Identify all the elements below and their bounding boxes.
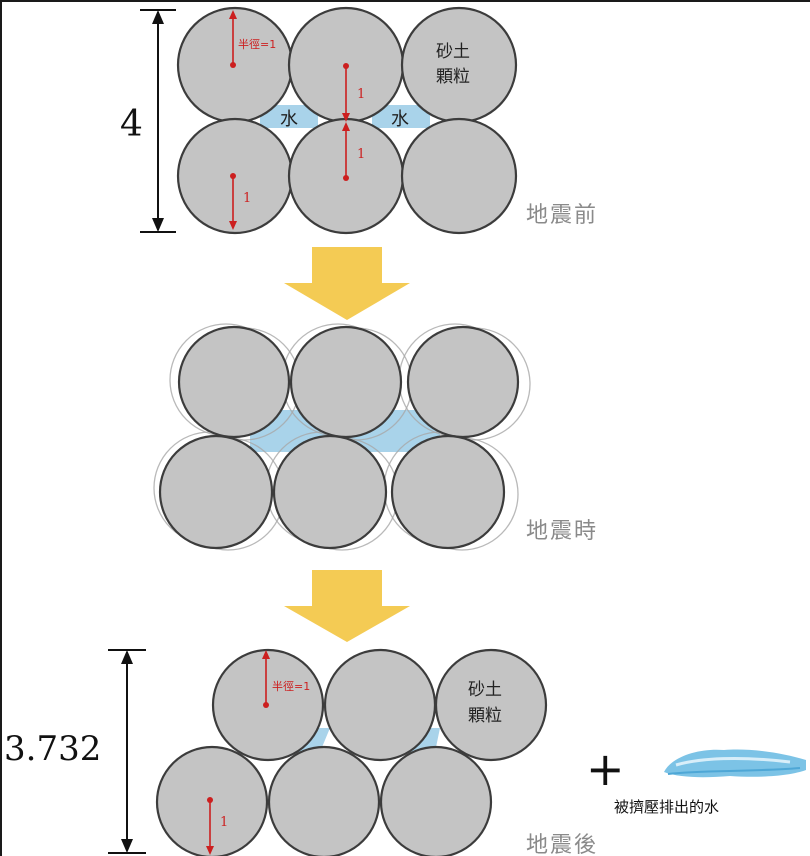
grain-row-bottom bbox=[158, 434, 506, 550]
unit-arrowhead bbox=[229, 221, 237, 230]
stage-label-before: 地震前 bbox=[526, 203, 598, 228]
pore-water-right bbox=[372, 105, 430, 128]
water-label-right: 水 bbox=[391, 109, 409, 130]
during-panel: 地震時 bbox=[153, 323, 598, 551]
grain-center-dot bbox=[230, 62, 236, 68]
radius-label: 半徑=1 bbox=[272, 679, 310, 693]
sand-grain bbox=[406, 325, 520, 439]
unit-arrowhead bbox=[342, 113, 350, 122]
sand-grain bbox=[272, 434, 388, 550]
grain-label-line1: 砂土 bbox=[436, 42, 470, 62]
dimension-arrowhead-up bbox=[121, 650, 133, 664]
pore-water-left bbox=[255, 105, 320, 128]
grain-label-line2: 顆粒 bbox=[468, 706, 502, 726]
grain-center-dot bbox=[207, 797, 213, 803]
grain-row-top bbox=[177, 325, 520, 439]
down-arrow bbox=[284, 570, 410, 642]
height-value: 3.732 bbox=[4, 729, 101, 769]
height-dimension: 4 bbox=[120, 9, 176, 233]
sand-grain bbox=[267, 745, 381, 856]
sand-grain bbox=[158, 434, 274, 550]
dimension-arrowhead-down bbox=[121, 839, 133, 853]
plus-sign: + bbox=[586, 742, 625, 796]
sand-grain bbox=[289, 325, 403, 439]
unit-arrowhead bbox=[342, 122, 350, 131]
drained-water-icon bbox=[664, 749, 806, 778]
radius-annotations: 半徑=1 1 bbox=[206, 650, 310, 855]
sand-grain bbox=[379, 745, 493, 856]
grain-center-dot bbox=[263, 702, 269, 708]
sand-grain bbox=[390, 434, 506, 550]
radius-arrowhead bbox=[229, 10, 237, 19]
before-panel: 4 半徑=1 1 1 1 水 水 砂土 顆粒 地震前 bbox=[120, 6, 598, 235]
radius-annotations: 半徑=1 1 1 1 bbox=[229, 10, 365, 230]
sand-grain bbox=[323, 648, 437, 762]
sand-grain bbox=[400, 117, 518, 235]
dimension-arrowhead-up bbox=[152, 10, 164, 24]
stage-label-after: 地震後 bbox=[526, 833, 598, 856]
unit-label: 1 bbox=[357, 147, 365, 162]
sand-grain bbox=[434, 648, 548, 762]
unit-arrowhead bbox=[206, 846, 214, 855]
unit-label: 1 bbox=[243, 191, 251, 206]
grain-center-dot bbox=[343, 175, 349, 181]
dimension-arrowhead-down bbox=[152, 218, 164, 232]
height-dimension: 3.732 bbox=[4, 649, 146, 854]
radius-label: 半徑=1 bbox=[238, 37, 276, 51]
stage-label-during: 地震時 bbox=[526, 519, 598, 544]
height-value: 4 bbox=[120, 104, 143, 145]
water-label-left: 水 bbox=[280, 109, 298, 130]
grain-center-dot bbox=[343, 63, 349, 69]
unit-label: 1 bbox=[220, 815, 228, 830]
grain-row-top bbox=[211, 648, 548, 762]
sand-grain bbox=[177, 325, 291, 439]
grain-center-dot bbox=[230, 173, 236, 179]
radius-arrowhead bbox=[262, 650, 270, 659]
grain-row-bottom bbox=[155, 745, 493, 856]
down-arrow bbox=[284, 247, 410, 320]
drained-water-label: 被擠壓排出的水 bbox=[614, 798, 719, 816]
sand-grain bbox=[400, 6, 518, 124]
after-panel: 3.732 半徑=1 1 砂土 顆粒 + 被擠壓排出的水 地震後 bbox=[4, 648, 806, 856]
unit-label: 1 bbox=[357, 87, 365, 102]
grain-label-line1: 砂土 bbox=[468, 680, 502, 700]
grain-label-line2: 顆粒 bbox=[436, 67, 470, 87]
